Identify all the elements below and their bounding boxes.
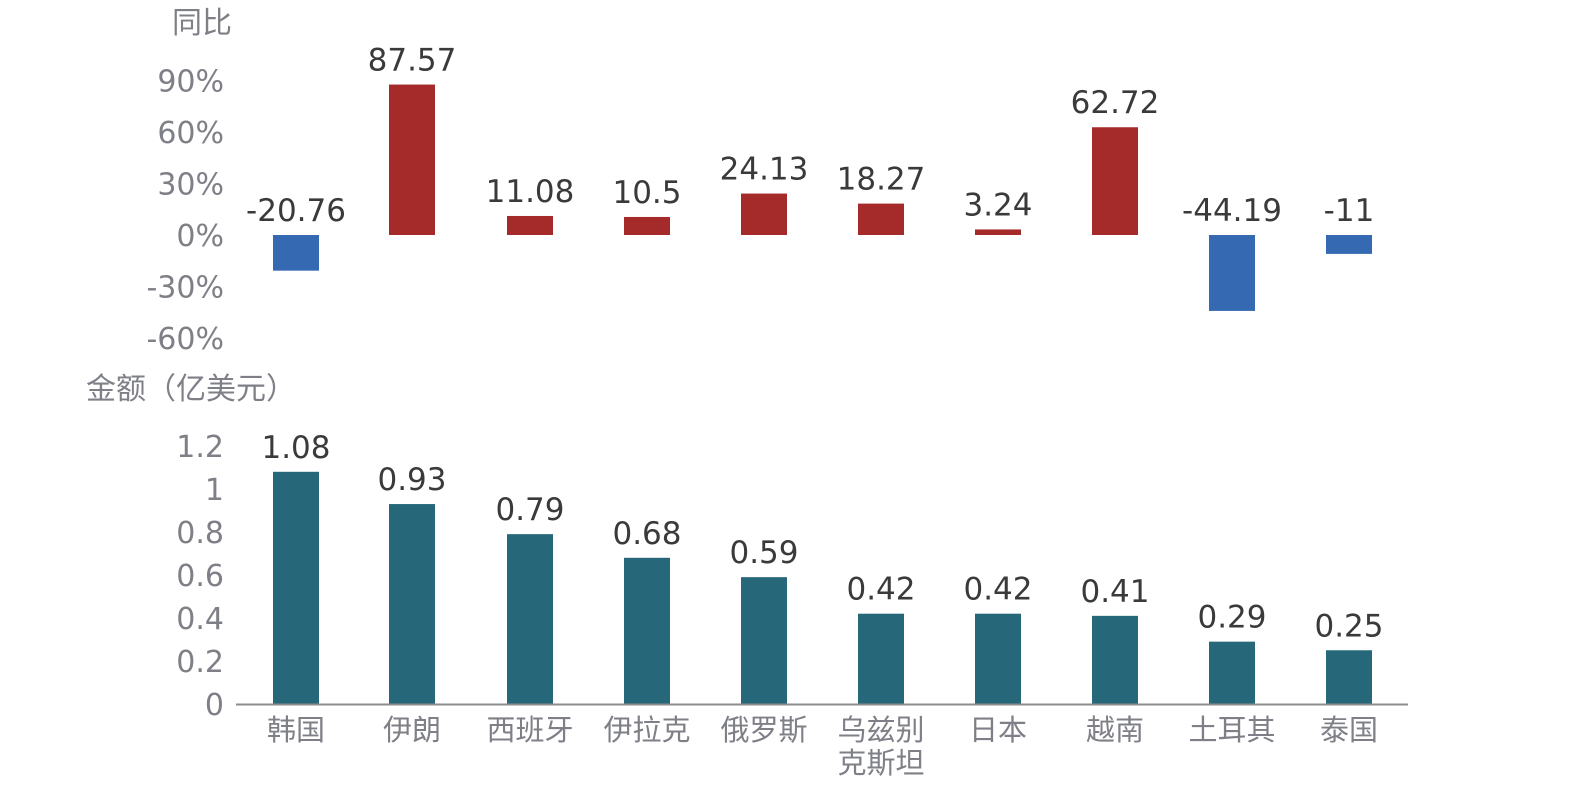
category-label: 泰国 xyxy=(1320,713,1378,747)
category-label-line: 乌兹别 xyxy=(837,713,924,747)
category-label-line: 俄罗斯 xyxy=(720,713,807,747)
amount-bar xyxy=(273,471,319,704)
category-label-line: 泰国 xyxy=(1320,713,1378,747)
amount-data-label: 0.41 xyxy=(1080,574,1149,610)
category-label-line: 韩国 xyxy=(267,713,325,747)
yoy-data-label: 24.13 xyxy=(720,152,809,188)
category-axis: 韩国 伊朗 西班牙 伊拉克 俄罗斯 乌兹别克斯坦 日本 越南 土耳其 泰国 xyxy=(267,713,1378,780)
category-label-line: 西班牙 xyxy=(486,713,573,747)
amount-data-label: 0.93 xyxy=(377,462,446,498)
amount-bar xyxy=(624,557,670,704)
yoy-bar xyxy=(507,215,553,235)
amount-bar xyxy=(507,534,553,704)
yoy-data-label: 87.57 xyxy=(368,43,457,79)
amount-y-tick-label: 0.2 xyxy=(176,645,224,680)
amount-bars xyxy=(273,471,1372,704)
amount-data-label: 0.59 xyxy=(729,535,798,571)
category-label: 韩国 xyxy=(267,713,325,747)
amount-data-labels: 1.08 0.93 0.79 0.68 0.59 0.42 0.42 0.41 0.29 0.25 xyxy=(261,430,1383,644)
yoy-data-label: -11 xyxy=(1324,193,1375,229)
category-label-line: 伊拉克 xyxy=(603,713,690,747)
amount-y-axis: 1.2 1 0.8 0.6 0.4 0.2 0 xyxy=(176,430,224,723)
yoy-bar xyxy=(389,84,435,235)
yoy-data-label: 18.27 xyxy=(837,162,926,198)
amount-y-tick-label: 0.6 xyxy=(176,559,224,594)
amount-bar xyxy=(389,504,435,704)
yoy-axis-title: 同比 xyxy=(172,6,232,41)
yoy-y-tick-label: 0% xyxy=(176,219,224,254)
yoy-growth-chart: 同比 90% 60% 30% 0% -30% -60% -20.76 87.57 11.08 1… xyxy=(146,6,1374,357)
yoy-bar xyxy=(1092,127,1138,235)
yoy-data-labels: -20.76 87.57 11.08 10.5 24.13 18.27 3.24 62.72 -… xyxy=(246,43,1374,229)
yoy-bar xyxy=(741,193,787,235)
amount-bar xyxy=(858,613,904,704)
yoy-data-label: -20.76 xyxy=(246,193,346,229)
yoy-data-label: 11.08 xyxy=(486,174,575,210)
category-label-line: 日本 xyxy=(969,713,1027,747)
category-label-line: 越南 xyxy=(1086,713,1144,747)
category-label-line: 土耳其 xyxy=(1188,713,1275,747)
category-label: 土耳其 xyxy=(1188,713,1275,747)
amount-y-tick-label: 1 xyxy=(205,473,224,508)
amount-data-label: 0.25 xyxy=(1314,608,1383,644)
yoy-bars xyxy=(273,84,1372,311)
amount-data-label: 0.29 xyxy=(1197,600,1266,636)
yoy-bar xyxy=(858,203,904,235)
yoy-data-label: 3.24 xyxy=(963,187,1032,223)
amount-bar xyxy=(1209,641,1255,704)
yoy-y-tick-label: 60% xyxy=(157,116,224,151)
amount-data-label: 1.08 xyxy=(261,430,330,466)
amount-bar xyxy=(1092,615,1138,704)
yoy-y-tick-label: -30% xyxy=(146,271,224,306)
yoy-bar xyxy=(1209,235,1255,311)
amount-data-label: 0.79 xyxy=(495,492,564,528)
amount-bar xyxy=(975,613,1021,704)
amount-y-tick-label: 0 xyxy=(205,688,224,723)
category-label-line: 克斯坦 xyxy=(837,746,924,780)
amount-y-tick-label: 0.8 xyxy=(176,516,224,551)
yoy-data-label: 10.5 xyxy=(612,175,681,211)
amount-axis-title: 金额（亿美元） xyxy=(86,372,296,407)
yoy-bar xyxy=(624,216,670,235)
amount-data-label: 0.42 xyxy=(846,572,915,608)
amount-chart: 金额（亿美元） 1.2 1 0.8 0.6 0.4 0.2 0 1.08 0.93 0.79 0.… xyxy=(86,372,1408,780)
category-label: 西班牙 xyxy=(486,713,573,747)
category-label: 伊拉克 xyxy=(603,713,690,747)
yoy-data-label: 62.72 xyxy=(1071,85,1160,121)
category-label-line: 伊朗 xyxy=(383,713,441,747)
category-label: 乌兹别克斯坦 xyxy=(837,713,924,780)
yoy-y-tick-label: 30% xyxy=(157,167,224,202)
category-label: 日本 xyxy=(969,713,1027,747)
yoy-y-tick-label: 90% xyxy=(157,64,224,99)
category-label: 俄罗斯 xyxy=(720,713,807,747)
amount-bar xyxy=(1326,650,1372,704)
amount-data-label: 0.42 xyxy=(963,572,1032,608)
category-label: 伊朗 xyxy=(383,713,441,747)
yoy-data-label: -44.19 xyxy=(1182,193,1282,229)
yoy-y-tick-label: -60% xyxy=(146,322,224,357)
yoy-y-axis: 90% 60% 30% 0% -30% -60% xyxy=(146,64,224,357)
amount-y-tick-label: 1.2 xyxy=(176,430,224,465)
yoy-bar xyxy=(273,235,319,271)
category-label: 越南 xyxy=(1086,713,1144,747)
yoy-bar xyxy=(1326,235,1372,254)
amount-data-label: 0.68 xyxy=(612,516,681,552)
yoy-bar xyxy=(975,229,1021,235)
amount-bar xyxy=(741,577,787,704)
amount-y-tick-label: 0.4 xyxy=(176,602,224,637)
